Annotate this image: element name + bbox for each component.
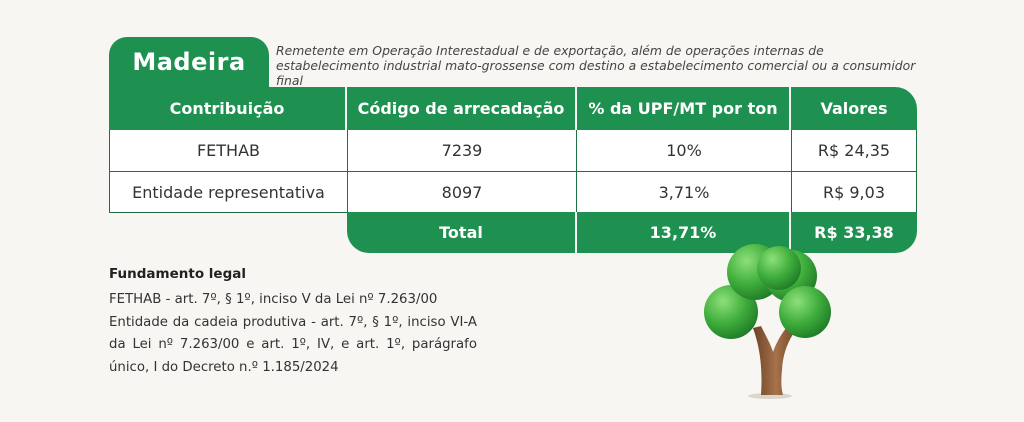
table-row: Entidade representativa 8097 3,71% R$ 9,… bbox=[110, 171, 916, 213]
header-codigo: Código de arrecadação bbox=[357, 99, 565, 118]
cell-codigo: 7239 bbox=[441, 141, 483, 160]
total-label: Total bbox=[439, 223, 483, 242]
header-divider bbox=[789, 87, 791, 130]
cell-valor: R$ 24,35 bbox=[817, 141, 891, 160]
cell-percent: 3,71% bbox=[658, 183, 710, 202]
table-body: FETHAB 7239 10% R$ 24,35 Entidade repres… bbox=[109, 130, 917, 213]
total-percent: 13,71% bbox=[649, 223, 717, 242]
tree-icon bbox=[704, 244, 831, 399]
legal-line: FETHAB - art. 7º, § 1º, inciso V da Lei … bbox=[109, 292, 438, 307]
header-contribuicao: Contribuição bbox=[169, 99, 285, 118]
legal-text: FETHAB - art. 7º, § 1º, inciso V da Lei … bbox=[109, 289, 477, 379]
cell-valor: R$ 9,03 bbox=[822, 183, 885, 202]
section-description: Remetente em Operação Interestadual e de… bbox=[276, 43, 916, 88]
legal-line: Entidade da cadeia produtiva - art. 7º, … bbox=[109, 314, 477, 375]
header-divider bbox=[345, 87, 347, 130]
section-title: Madeira bbox=[109, 37, 269, 87]
total-divider bbox=[575, 212, 577, 253]
total-divider bbox=[789, 212, 791, 253]
legal-title: Fundamento legal bbox=[109, 266, 246, 282]
header-divider bbox=[575, 87, 577, 130]
header-valores: Valores bbox=[820, 99, 888, 118]
table-row: FETHAB 7239 10% R$ 24,35 bbox=[110, 130, 916, 171]
cell-contribuicao: Entidade representativa bbox=[132, 183, 325, 202]
cell-codigo: 8097 bbox=[441, 183, 483, 202]
cell-percent: 10% bbox=[666, 141, 702, 160]
total-value: R$ 33,38 bbox=[814, 223, 894, 242]
header-percent: % da UPF/MT por ton bbox=[588, 99, 778, 118]
table-header: Contribuição Código de arrecadação % da … bbox=[109, 87, 917, 130]
cell-contribuicao: FETHAB bbox=[196, 141, 261, 160]
table-total-row: Total 13,71% R$ 33,38 bbox=[347, 212, 917, 253]
